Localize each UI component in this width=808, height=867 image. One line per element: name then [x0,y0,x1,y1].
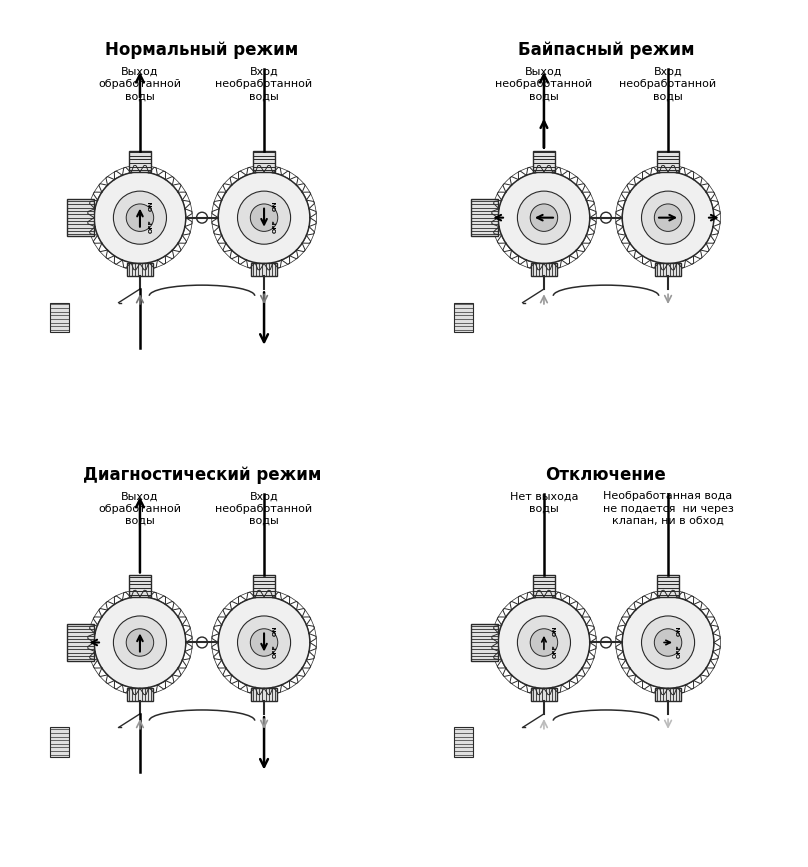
Bar [129,151,151,172]
Text: Вход
необработанной
воды: Вход необработанной воды [216,67,313,101]
Circle shape [499,172,590,264]
Circle shape [622,596,713,688]
Circle shape [218,596,309,688]
Text: Нормальный режим: Нормальный режим [105,42,299,59]
Bar [253,151,275,172]
Circle shape [218,596,309,688]
Circle shape [238,191,291,244]
Text: OFF: OFF [272,644,277,658]
Bar [533,576,555,596]
Text: OFF: OFF [272,219,277,233]
Bar [128,688,153,701]
Text: Выход
необработанной
воды: Выход необработанной воды [495,67,592,101]
Text: Вход
необработанной
воды: Вход необработанной воды [620,67,717,101]
Circle shape [642,616,695,669]
Bar [251,688,276,701]
Circle shape [654,204,682,231]
Text: Необработанная вода
не подается  ни через
клапан, ни в обход: Необработанная вода не подается ни через… [603,492,734,526]
Circle shape [218,172,309,264]
Circle shape [196,637,208,648]
Text: Выход
обработанной
воды: Выход обработанной воды [99,67,182,101]
Bar [532,688,557,701]
Bar [453,303,473,332]
Circle shape [250,204,278,231]
Bar [128,264,153,276]
Bar [129,576,151,596]
Circle shape [600,212,612,223]
Circle shape [622,172,713,264]
Bar [49,303,69,332]
Circle shape [530,204,558,231]
Bar [657,576,679,596]
Bar [533,151,555,172]
Circle shape [499,596,590,688]
Circle shape [218,172,309,264]
Bar [453,727,473,757]
Circle shape [238,616,291,669]
Text: ON: ON [272,200,277,211]
Text: ON: ON [676,625,681,636]
Bar [471,624,499,661]
Text: OFF: OFF [553,644,558,658]
Circle shape [113,191,166,244]
Bar [655,264,680,276]
Circle shape [126,629,154,656]
Circle shape [95,172,186,264]
Circle shape [95,172,186,264]
Circle shape [499,172,590,264]
Text: OFF: OFF [149,219,154,233]
Text: OFF: OFF [676,644,681,658]
Text: ON: ON [272,625,277,636]
Bar [657,151,679,172]
Text: Диагностический режим: Диагностический режим [82,466,322,484]
Circle shape [126,204,154,231]
Circle shape [622,172,713,264]
Circle shape [113,616,166,669]
Text: Нет выхода
воды: Нет выхода воды [510,492,579,513]
Circle shape [250,629,278,656]
Bar [49,727,69,757]
Text: Выход
обработанной
воды: Выход обработанной воды [99,492,182,526]
Circle shape [517,191,570,244]
Circle shape [196,212,208,223]
Text: Отключение: Отключение [545,466,667,484]
Circle shape [530,629,558,656]
Text: ON: ON [149,200,154,211]
Circle shape [600,637,612,648]
Bar [471,199,499,236]
Bar [655,688,680,701]
Circle shape [622,596,713,688]
Bar [67,624,95,661]
Circle shape [517,616,570,669]
Circle shape [95,596,186,688]
Circle shape [642,191,695,244]
Bar [67,199,95,236]
Circle shape [95,596,186,688]
Circle shape [499,596,590,688]
Bar [251,264,276,276]
Bar [253,576,275,596]
Text: Байпасный режим: Байпасный режим [518,42,694,59]
Bar [532,264,557,276]
Circle shape [654,629,682,656]
Text: Вход
необработанной
воды: Вход необработанной воды [216,492,313,526]
Text: ON: ON [553,625,558,636]
